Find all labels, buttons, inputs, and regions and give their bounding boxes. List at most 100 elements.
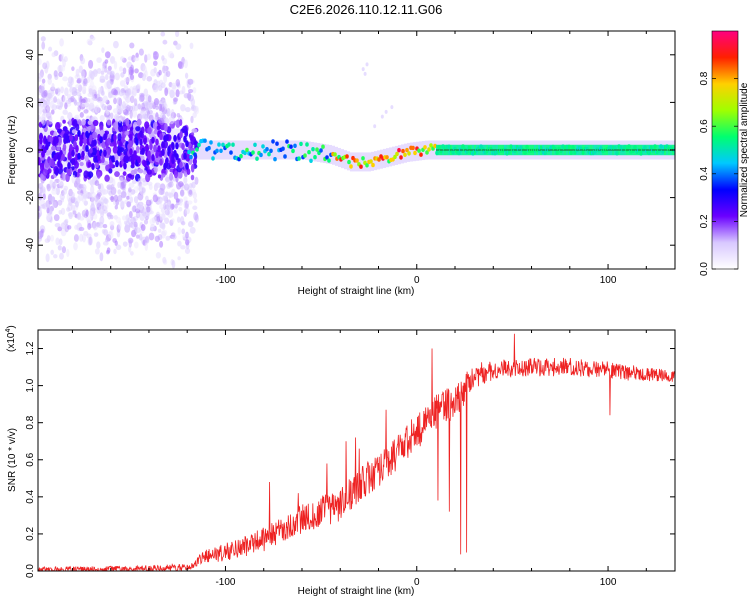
spectrogram-cell [120,180,126,189]
spectrogram-cell [532,149,534,151]
spectrogram-cell [374,151,377,171]
spectrogram-cell [239,140,242,160]
spectrogram-cell [144,235,149,243]
spectrogram-cell [99,252,104,262]
spectrogram-cell [110,56,115,63]
spectrogram-cell [540,149,542,151]
spectrogram-cell [102,223,108,229]
spectrogram-cell [113,60,118,70]
spectrogram-cell [620,149,622,151]
spectrogram-cell [115,160,119,168]
spectrogram-cell [434,140,437,160]
spectrogram-cell [102,95,108,104]
spectrogram-cell [162,65,167,74]
spectrogram-cell [660,149,662,151]
spectrogram-cell [126,201,131,208]
spectrogram-cell [142,208,148,218]
spectrogram-cell [598,149,600,151]
spectrogram-cell [558,149,560,151]
spectrogram-cell [506,149,508,151]
spectrogram-cell [259,152,263,158]
spectrogram-cell [117,181,121,189]
spectrogram-cell [49,179,54,188]
spectrogram-cell [104,237,109,243]
spectrogram-cell [596,149,598,151]
spectrogram-cell [78,183,84,189]
spectrogram-cell [267,152,271,157]
spectrogram-cell [117,189,122,195]
spectrogram-cell [183,59,188,69]
spectrogram-cell [83,170,89,179]
spectrogram-cell [133,221,138,228]
spectrogram-cell [610,149,612,151]
spectrogram-cell [96,171,101,179]
spectrogram-cell [195,147,199,152]
spectrogram-cell [150,68,157,77]
spectrogram-cell [92,221,98,231]
spectrogram-cell [305,142,309,147]
spectrogram-cell [291,148,295,154]
spectrogram-cell [176,113,181,118]
spectrogram-cell [251,140,254,160]
spectrogram-cell [319,148,323,153]
spectrogram-cell [454,149,456,151]
spectrogram-cell [536,149,538,151]
spectrogram-cell [57,105,63,110]
snr-y-ticks: 0.0 0.2 0.4 0.6 0.8 1.0 1.2 [25,341,675,578]
spectrogram-cell [112,40,119,49]
spectrogram-cell [59,163,63,171]
spectrogram-cell [134,128,137,172]
spectrogram-cell [307,150,311,155]
spectrogram-cell [94,104,100,114]
spectrogram-cell [254,140,257,160]
colorbar-tick-label: 0.4 [699,166,710,180]
spectrogram-cell [514,149,516,151]
spectrogram-cell [359,164,363,169]
spectrogram-cell [42,108,47,116]
spectrogram-cell [85,145,89,152]
spectrogram-cell [80,57,86,65]
spectrogram-cell [350,152,353,172]
spectrogram-cell [133,57,140,62]
spectrogram-cell [134,68,139,74]
spectrogram-cell [361,156,365,161]
spectrogram-cell [185,231,189,239]
spectrogram-cell [99,136,103,144]
spectrogram-cell [257,140,260,160]
spectrogram-cell [124,77,131,83]
spectrogram-cell [144,242,149,251]
spectrogram-cell [584,149,586,151]
spectrogram-cell [133,153,137,161]
spectrogram-cell [55,237,60,246]
spectrogram-cell [285,139,289,144]
spectrogram-cell [272,140,275,160]
spectrogram-cell [85,130,89,138]
spectrogram-cell [107,148,111,156]
spectrogram-cell [211,156,215,161]
spectrogram-cell [74,201,79,208]
spectrogram-cell [413,150,417,156]
spectrogram-cell [233,140,236,160]
spectrogram-cell [165,157,169,165]
spectrogram-cell [78,192,84,201]
spectrogram-cell [438,149,440,151]
spectrogram-cell [103,149,107,157]
spectrogram-cell [73,242,78,251]
spectrogram-cell [470,149,472,151]
spectrogram-cell [42,193,46,201]
spectrogram-cell [39,162,45,172]
spectrogram-cell [96,57,102,63]
spectrogram-cell [62,143,67,151]
spectrogram-cell [135,145,140,154]
spectrogram-cell [153,116,158,122]
spectrogram-cell [160,31,166,37]
spectrogram-cell [530,149,532,151]
spectrogram-cell [57,245,62,251]
spectrogram-cell [602,149,604,151]
spectrogram-cell [490,149,492,151]
spectrogram-cell [167,181,172,188]
spectrogram-cell [106,212,112,217]
spectrogram-cell [57,226,63,232]
spectrogram-cell [149,218,156,226]
spectrogram-cell [159,158,163,166]
